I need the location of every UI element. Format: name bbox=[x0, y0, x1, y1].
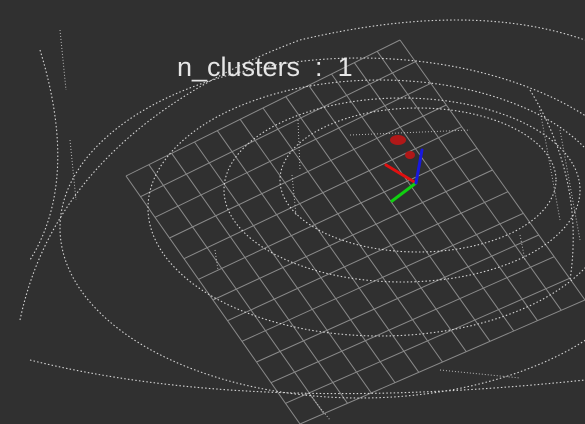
grid-line bbox=[227, 191, 509, 322]
cluster-blob-1 bbox=[390, 135, 406, 145]
cluster-blob-2 bbox=[405, 151, 415, 159]
y-axis-line bbox=[390, 181, 418, 203]
grid-line bbox=[308, 85, 491, 342]
grid-line bbox=[376, 51, 562, 311]
detected-cluster bbox=[390, 135, 415, 159]
grid-line bbox=[241, 212, 524, 342]
ground-grid bbox=[125, 39, 585, 424]
scan-arc-right bbox=[529, 89, 574, 281]
scan-ring-1 bbox=[279, 107, 557, 253]
scan-ring-4 bbox=[59, 57, 585, 399]
grid-line bbox=[212, 169, 493, 301]
scan-arc-outer bbox=[19, 19, 585, 321]
grid-line bbox=[331, 73, 515, 332]
grid-line bbox=[399, 39, 585, 301]
z-axis-line bbox=[414, 148, 424, 185]
x-axis-line bbox=[384, 163, 418, 185]
grid-line bbox=[270, 256, 555, 384]
grid-line bbox=[299, 299, 585, 424]
grid-line bbox=[285, 96, 467, 352]
scan-arc-bottom bbox=[29, 359, 585, 395]
point-cloud-structures bbox=[59, 29, 581, 421]
cluster-count-label: n_clusters : 1 bbox=[177, 52, 353, 82]
coordinate-axes bbox=[384, 148, 424, 203]
scan-arc-left bbox=[29, 49, 59, 261]
point-cloud bbox=[19, 19, 585, 399]
scan-ring-2 bbox=[223, 97, 581, 283]
grid-line bbox=[285, 277, 570, 404]
